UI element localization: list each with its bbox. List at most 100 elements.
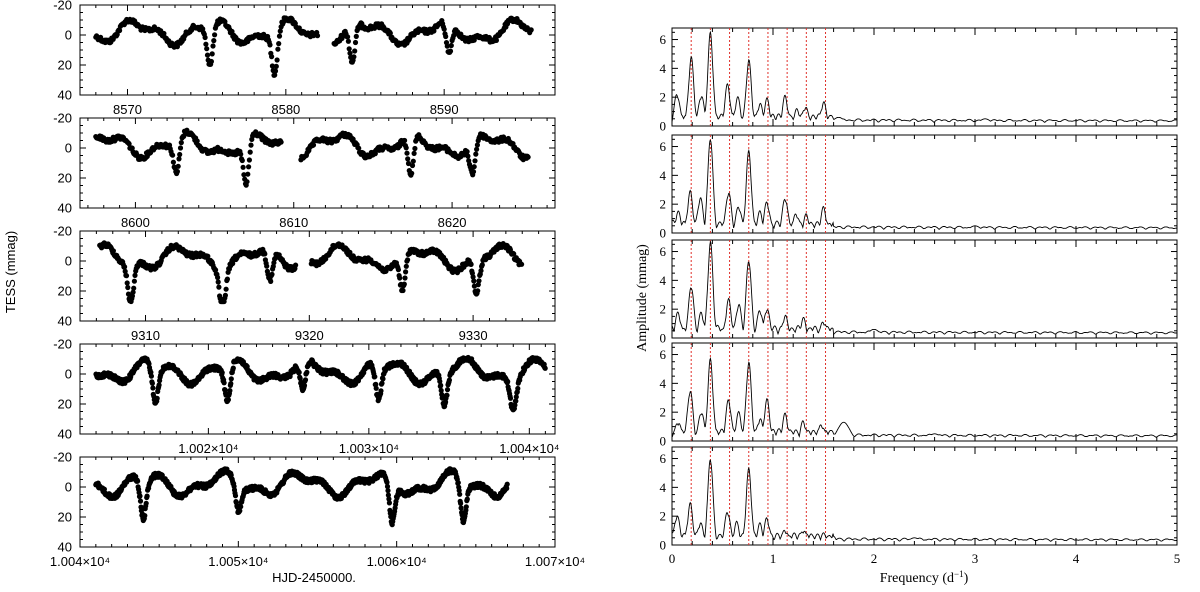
light-curve-point xyxy=(174,168,180,175)
spectrum-ytick-label: 4 xyxy=(660,61,667,76)
light-curve-ytick-label: -20 xyxy=(53,450,72,465)
light-curve-point xyxy=(228,376,234,382)
spectrum-xtick-label: 2 xyxy=(871,551,878,566)
light-curve-point xyxy=(142,513,148,519)
light-curve-points-2 xyxy=(93,127,531,188)
light-curve-xtick-label: 8590 xyxy=(430,102,459,117)
right-x-axis-label: Frequency (d−1) xyxy=(880,569,969,586)
light-curve-xtick-label: 1.004×10⁴ xyxy=(50,554,110,569)
light-curve-point xyxy=(148,373,154,379)
light-curve-point xyxy=(444,387,451,393)
light-curve-point xyxy=(278,139,284,145)
light-curve-point xyxy=(149,380,155,386)
light-curve-point xyxy=(471,283,477,289)
light-curve-point xyxy=(247,149,253,155)
light-curve-point xyxy=(230,365,236,371)
light-curve-point xyxy=(176,156,182,162)
light-curve-ytick-label: 40 xyxy=(58,427,72,442)
light-curve-point xyxy=(444,392,450,398)
spectrum-panel-4: 0 2 4 6 xyxy=(660,342,1178,449)
spectrum-ytick-label: 6 xyxy=(660,139,667,154)
spectrum-ytick-label: 0 xyxy=(660,119,667,134)
light-curve-point xyxy=(473,151,479,157)
light-curve-point xyxy=(387,30,393,36)
light-curve-point xyxy=(479,262,485,268)
spectrum-ytick-label: 4 xyxy=(660,168,667,183)
light-curve-point xyxy=(122,264,128,270)
light-curve-point xyxy=(345,34,351,40)
light-curve-point xyxy=(232,493,239,499)
left-y-axis-label: TESS (mmag) xyxy=(3,231,18,313)
light-curve-point xyxy=(238,151,244,157)
light-curve-point xyxy=(505,379,511,385)
light-curve-ytick-label: 20 xyxy=(58,397,72,412)
light-curve-ytick-label: 20 xyxy=(58,171,72,186)
right-x-axis-label-close: ) xyxy=(964,571,969,586)
light-curve-point xyxy=(204,52,211,58)
spectrum-frame-5 xyxy=(671,446,1178,546)
light-curve-point xyxy=(269,54,275,60)
light-curve-point xyxy=(132,272,138,278)
light-curve-point xyxy=(177,145,184,151)
light-curve-point xyxy=(301,382,308,389)
light-curve-point xyxy=(148,369,154,375)
light-curve-xtick-label: 9310 xyxy=(131,328,160,343)
spectrum-xtick-label: 4 xyxy=(1073,551,1080,566)
light-curve-xtick-label: 1.007×10⁴ xyxy=(525,554,585,569)
light-curve-point xyxy=(293,262,299,268)
light-curve-point xyxy=(177,151,183,158)
light-curve-xtick-label: 1.003×10⁴ xyxy=(339,441,399,456)
light-curve-point xyxy=(241,172,247,178)
light-curve-point xyxy=(504,481,510,487)
light-curve-point xyxy=(403,145,409,151)
light-curve-point xyxy=(403,263,409,269)
light-curve-point xyxy=(352,39,359,46)
light-curve-point xyxy=(373,385,379,391)
light-curve-point xyxy=(174,44,180,50)
light-curve-point xyxy=(472,158,478,164)
light-curve-xtick-label: 8570 xyxy=(113,102,142,117)
light-curve-point xyxy=(211,38,217,44)
spectrum-ytick-label: 2 xyxy=(660,509,667,524)
light-curve-point xyxy=(356,145,362,151)
light-curve-point xyxy=(213,267,219,273)
light-curve-point xyxy=(351,54,357,60)
light-curve-ytick-label: 20 xyxy=(58,284,72,299)
light-curve-point xyxy=(269,63,275,69)
light-curve-point xyxy=(227,388,233,394)
light-curve-point xyxy=(451,32,457,39)
light-curve-xtick-label: 9320 xyxy=(295,328,324,343)
light-curve-point xyxy=(525,154,531,160)
light-curve-point xyxy=(262,251,268,257)
light-curve-point xyxy=(246,164,252,170)
spectrum-ytick-label: 4 xyxy=(660,376,667,391)
light-curve-point xyxy=(212,32,218,38)
light-curve-point xyxy=(110,248,116,254)
light-curve-point xyxy=(210,43,216,49)
light-curve-point xyxy=(175,163,181,169)
light-curve-point xyxy=(272,72,278,78)
light-curve-ytick-label: -20 xyxy=(53,224,72,239)
light-curve-point xyxy=(403,269,409,275)
light-curve-point xyxy=(395,267,401,273)
left-x-axis-label: HJD-2450000. xyxy=(272,570,356,585)
light-curve-point xyxy=(470,274,476,280)
light-curve-point xyxy=(411,150,417,156)
light-curve-ytick-label: -20 xyxy=(53,111,72,126)
light-curve-point xyxy=(268,278,274,284)
light-curve-point xyxy=(412,145,418,152)
right-x-axis-label-main: Frequency (d xyxy=(880,571,954,586)
spectrum-ytick-label: 4 xyxy=(660,480,667,495)
light-curve-point xyxy=(202,34,208,41)
light-curve-xtick-label: 1.004×10⁴ xyxy=(499,441,559,456)
light-curve-point xyxy=(507,395,514,401)
spectrum-xtick-label: 5 xyxy=(1174,551,1181,566)
light-curve-point xyxy=(222,292,228,298)
right-y-axis-label: Amplitude (mmag) xyxy=(635,244,650,352)
light-curve-point xyxy=(468,261,474,267)
light-curve-xtick-label: 1.006×10⁴ xyxy=(367,554,427,569)
light-curve-point xyxy=(542,365,548,371)
light-curve-point xyxy=(410,158,416,164)
light-curve-point xyxy=(143,500,149,506)
light-curve-ytick-label: -20 xyxy=(53,0,72,13)
